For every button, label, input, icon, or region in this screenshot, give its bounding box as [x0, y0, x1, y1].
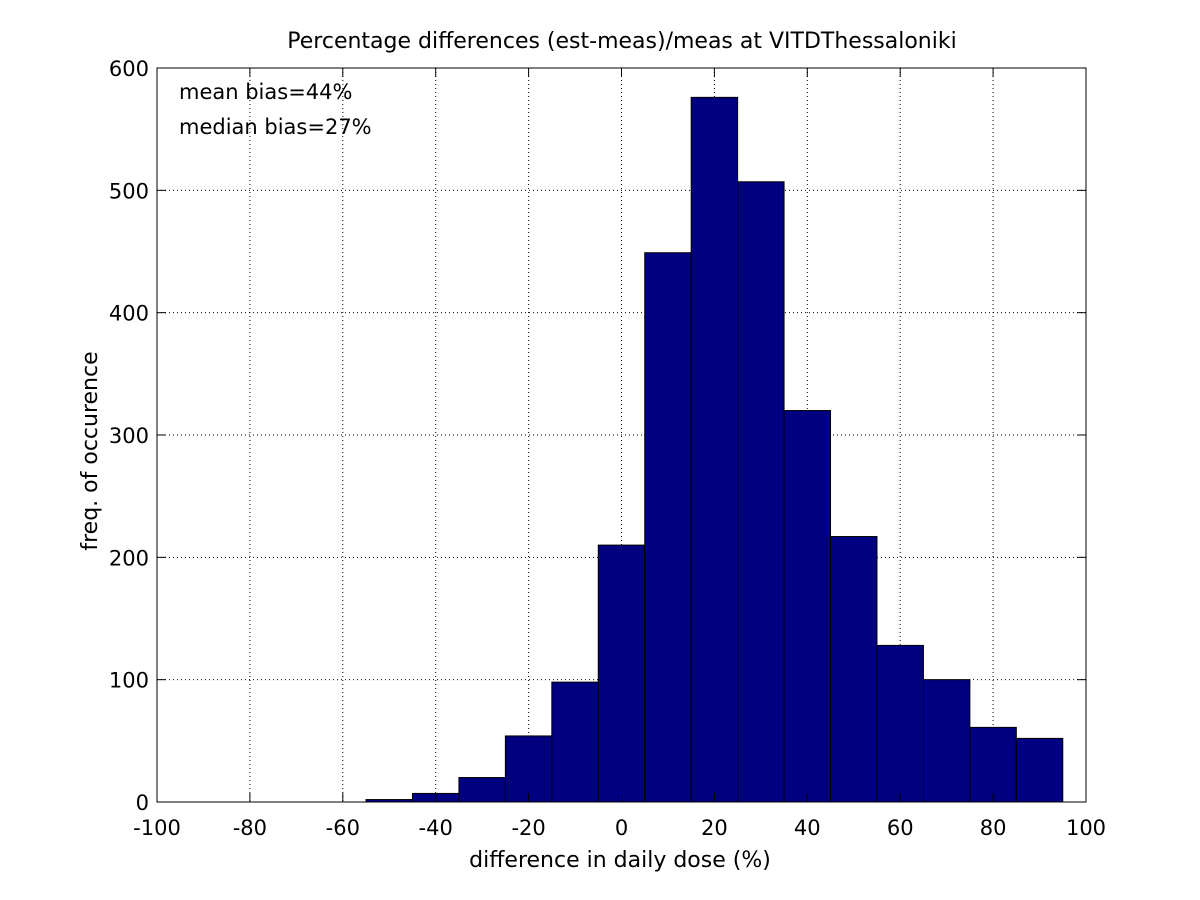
axis-ticks	[156, 67, 1087, 803]
histogram-bar	[551, 681, 599, 803]
x-tick-label: 40	[794, 816, 821, 840]
x-tick-label: -80	[233, 816, 267, 840]
y-tick-label: 200	[109, 546, 149, 570]
y-tick-label: 500	[109, 179, 149, 203]
histogram-bar	[876, 644, 924, 803]
x-tick-label: 80	[980, 816, 1007, 840]
x-tick-label: -100	[133, 816, 181, 840]
chart-title: Percentage differences (est-meas)/meas a…	[287, 29, 956, 54]
histogram-bars	[365, 96, 1064, 803]
y-tick-label: 0	[136, 791, 149, 815]
histogram-bar	[737, 181, 785, 803]
x-tick-label: 60	[887, 816, 914, 840]
y-tick-label: 400	[109, 302, 149, 326]
x-tick-labels: -100 -80 -60 -40 -20 0 20 40 60 80 100	[133, 816, 1106, 840]
x-tick-label: -20	[511, 816, 545, 840]
histogram-bar	[690, 96, 739, 803]
x-tick-label: -60	[326, 816, 360, 840]
histogram-bar	[597, 544, 646, 803]
y-tick-label: 600	[109, 57, 149, 81]
x-tick-label: -40	[419, 816, 453, 840]
histogram-bar	[922, 679, 971, 803]
histogram-bar	[783, 410, 832, 803]
y-tick-label: 300	[109, 424, 149, 448]
mean-bias-annotation: mean bias=44%	[179, 80, 352, 104]
y-tick-label: 100	[109, 669, 149, 693]
x-axis-label: difference in daily dose (%)	[469, 848, 771, 873]
y-tick-labels: 0 100 200 300 400 500 600	[109, 57, 149, 815]
histogram-bar	[1015, 737, 1064, 803]
histogram-bar	[458, 777, 506, 803]
y-axis-label: freq. of occurence	[78, 351, 103, 550]
histogram-bar	[969, 726, 1017, 803]
x-tick-label: 100	[1066, 816, 1106, 840]
x-tick-label: 0	[615, 816, 628, 840]
x-tick-label: 20	[701, 816, 728, 840]
histogram-bar	[504, 735, 553, 803]
median-bias-annotation: median bias=27%	[179, 115, 372, 139]
histogram-bar	[644, 252, 692, 803]
histogram-bar	[830, 536, 878, 803]
